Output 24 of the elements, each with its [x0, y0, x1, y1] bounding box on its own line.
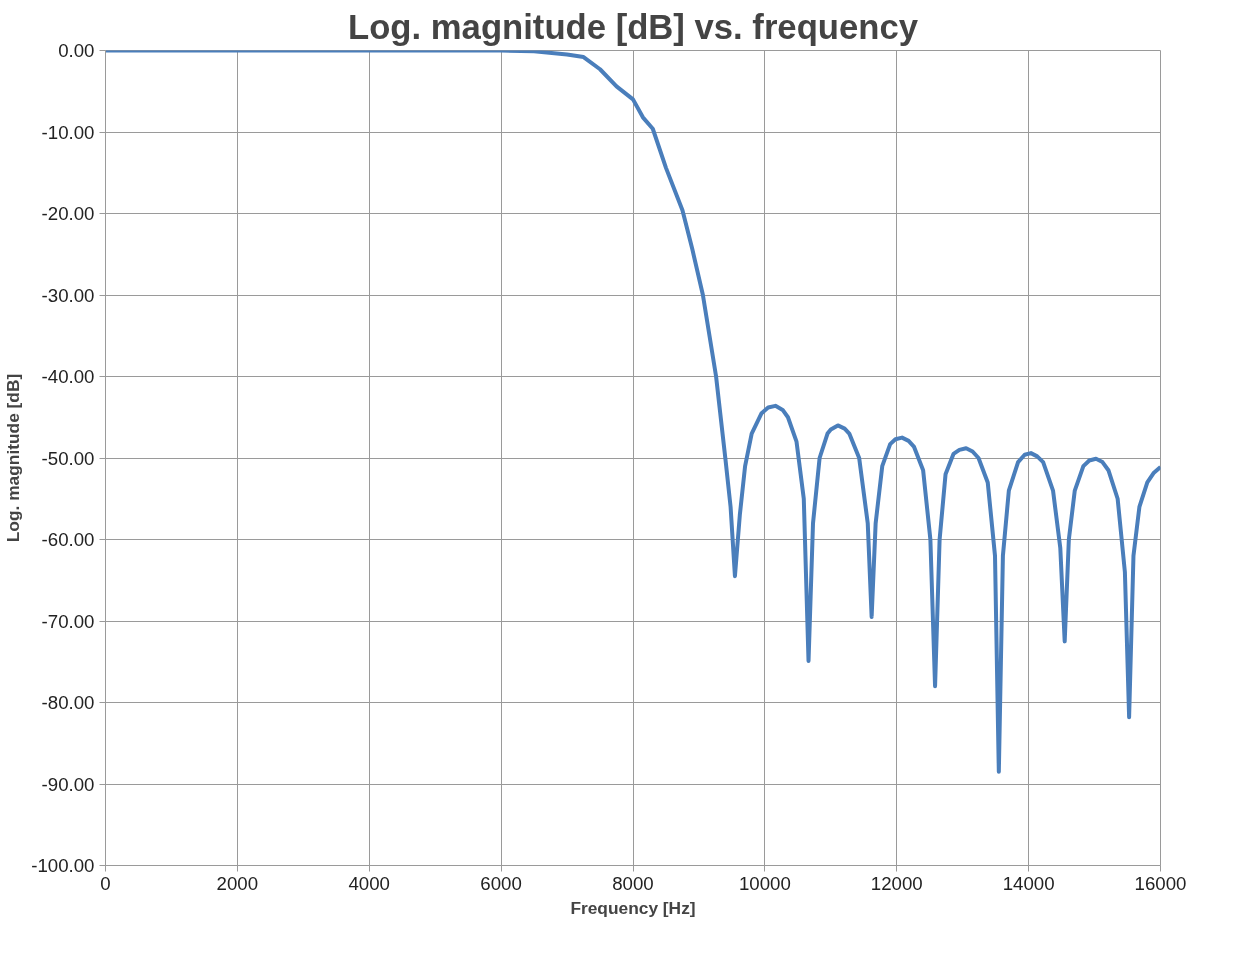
y-tick-label: -20.00	[41, 203, 95, 224]
y-tick-label: -70.00	[41, 610, 95, 632]
y-tick-label: -60.00	[41, 529, 95, 550]
x-tick-label: 2000	[216, 872, 259, 894]
y-tick-label: -90.00	[41, 773, 95, 795]
y-tick-label: 0.00	[58, 40, 95, 61]
x-tick-label: 12000	[870, 872, 923, 894]
x-tick-label: 14000	[1002, 872, 1055, 894]
x-tick-label: 16000	[1134, 872, 1187, 894]
line-series	[105, 50, 1161, 774]
chart-title: Log. magnitude [dB] vs. frequency	[348, 7, 919, 46]
x-tick-label: 10000	[738, 872, 791, 894]
y-tick-label: -30.00	[41, 284, 95, 306]
x-tick-label: 4000	[348, 872, 391, 894]
y-tick-label: -50.00	[41, 447, 95, 469]
y-tick-label: -100.00	[31, 855, 95, 876]
y-axis-title: Log. magnitude [dB]	[3, 373, 24, 543]
x-axis-title: Frequency [Hz]	[570, 897, 696, 918]
y-tick-label: -40.00	[41, 366, 95, 387]
x-tick-label: 8000	[612, 872, 654, 894]
y-tick-label: -80.00	[41, 692, 95, 713]
x-tick-label: 6000	[480, 872, 522, 894]
x-tick-label: 0	[100, 872, 111, 894]
y-tick-label: -10.00	[41, 121, 95, 143]
